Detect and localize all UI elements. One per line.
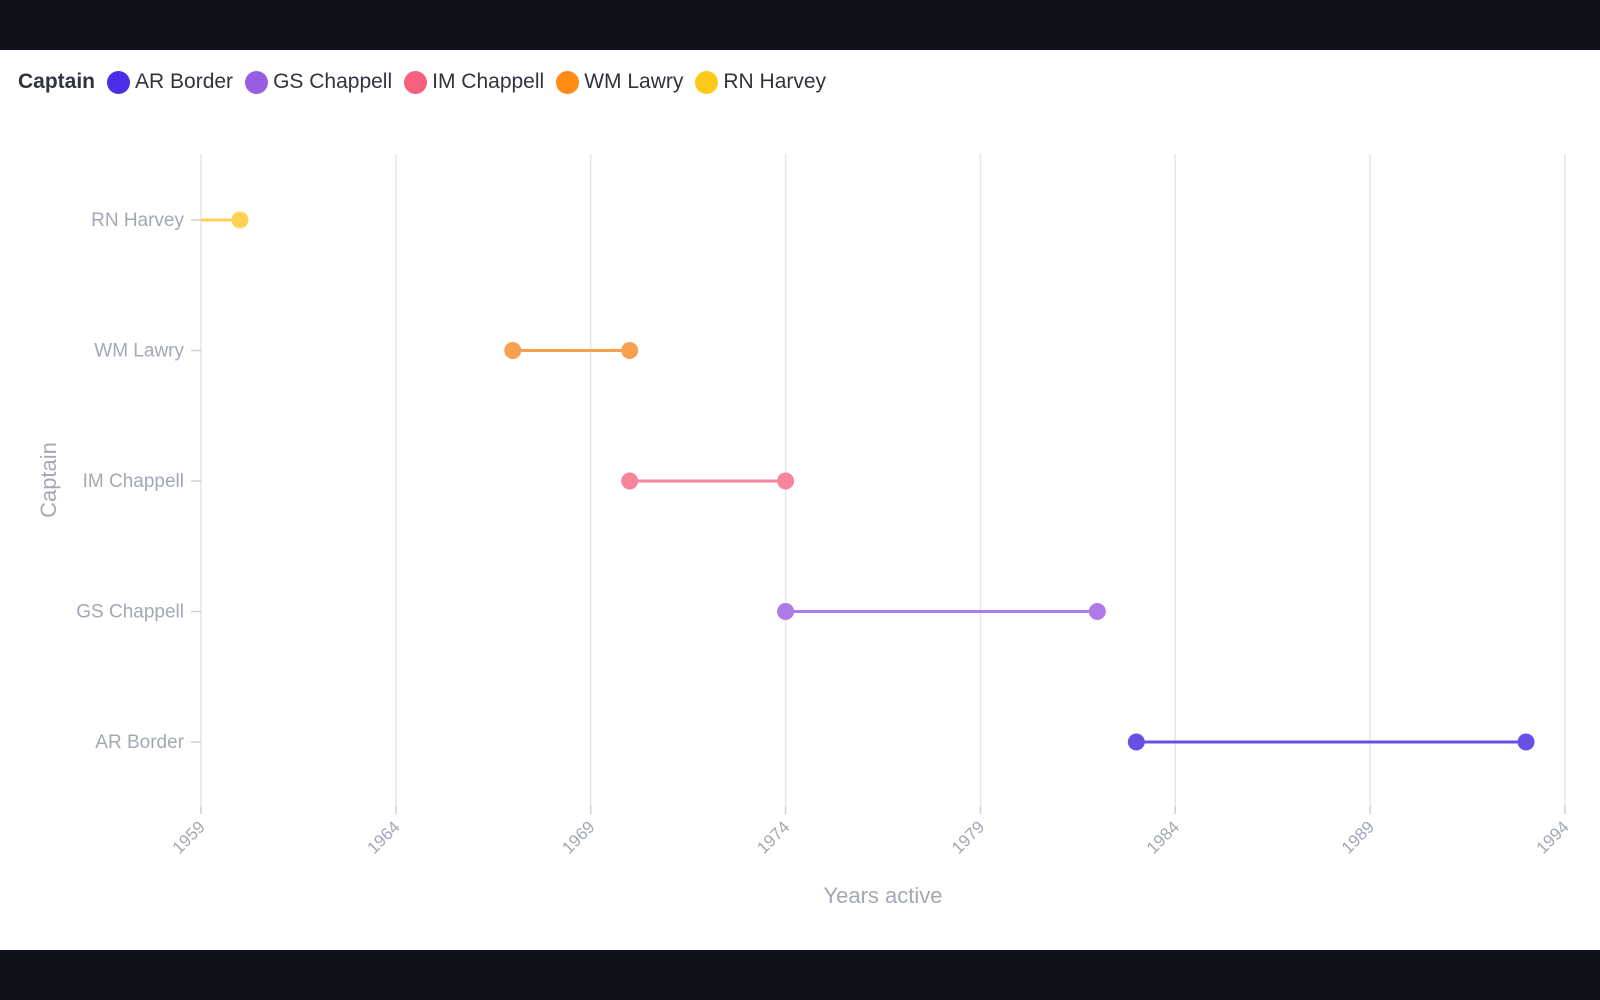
legend-item-ar-border[interactable]: AR Border: [107, 70, 233, 94]
top-bar: [0, 0, 1600, 50]
y-axis-title: Captain: [36, 442, 61, 518]
legend-item-wm-lawry[interactable]: WM Lawry: [556, 70, 683, 94]
legend-swatch: [695, 70, 719, 94]
legend-item-gs-chappell[interactable]: GS Chappell: [245, 70, 392, 94]
legend-item-rn-harvey[interactable]: RN Harvey: [695, 70, 826, 94]
y-tick-label: IM Chappell: [83, 471, 184, 492]
legend-swatch: [556, 70, 580, 94]
end-point-rn-harvey: [231, 211, 249, 229]
legend-label: AR Border: [135, 70, 234, 93]
y-tick-label: RN Harvey: [91, 210, 184, 231]
y-tick-label: AR Border: [95, 732, 184, 753]
dumbbell-chart: 1959 1964 1969 1974 1979 1984 1989 1994 RN Harve…: [36, 154, 1573, 908]
legend-swatch: [245, 70, 269, 94]
x-axis-title: Years active: [823, 883, 942, 908]
chart-panel: Captain AR Border GS Chappell IM Chappell W…: [0, 50, 1600, 950]
end-point-ar-border: [1517, 733, 1535, 751]
x-tick-label: 1994: [1533, 817, 1573, 857]
x-tick-label: 1964: [364, 817, 404, 857]
x-tick-label: 1979: [948, 817, 988, 857]
start-point-wm-lawry: [504, 342, 522, 359]
legend-title: Captain: [18, 70, 96, 93]
start-point-ar-border: [1127, 733, 1145, 751]
x-tick-label: 1974: [753, 817, 793, 857]
x-tick-label: 1984: [1143, 817, 1183, 857]
x-tick-label: 1989: [1338, 817, 1378, 857]
y-tick-label: WM Lawry: [94, 341, 184, 362]
legend: Captain AR Border GS Chappell IM Chappell W…: [18, 66, 838, 98]
start-point-im-chappell: [621, 472, 639, 490]
legend-label: RN Harvey: [723, 70, 827, 93]
x-tick-label: 1969: [558, 817, 598, 857]
legend-label: GS Chappell: [273, 70, 393, 93]
legend-swatch: [404, 70, 428, 94]
legend-swatch: [107, 70, 131, 94]
end-point-gs-chappell: [1088, 603, 1106, 620]
legend-label: IM Chappell: [432, 70, 545, 93]
bottom-bar: [0, 950, 1600, 1000]
legend-item-im-chappell[interactable]: IM Chappell: [404, 70, 544, 94]
end-point-wm-lawry: [621, 342, 639, 359]
legend-label: WM Lawry: [584, 70, 684, 93]
x-tick-label: 1959: [169, 817, 209, 857]
start-point-gs-chappell: [777, 603, 795, 620]
legend-items: AR Border GS Chappell IM Chappell WM Lawry R…: [107, 70, 838, 94]
end-point-im-chappell: [777, 472, 795, 490]
y-tick-label: GS Chappell: [76, 602, 184, 623]
